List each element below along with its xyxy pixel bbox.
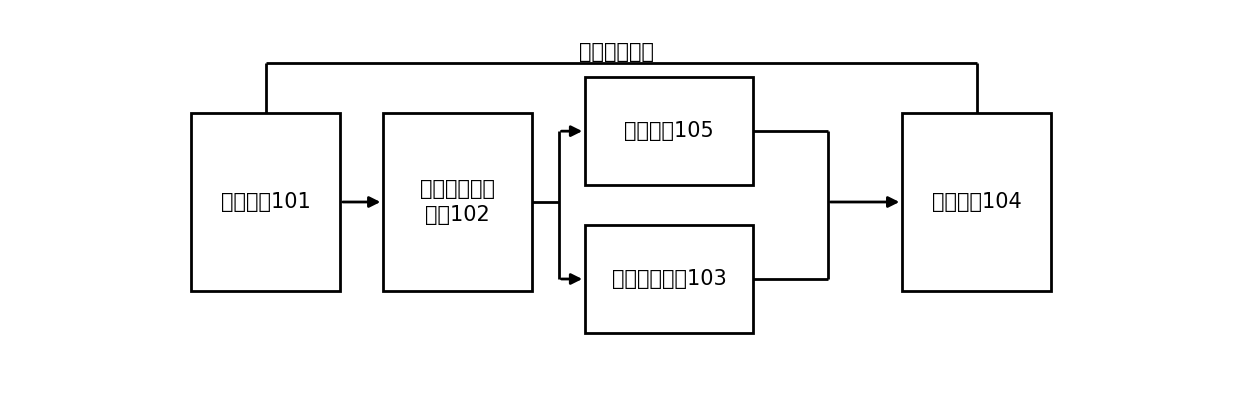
Text: 开关设备105: 开关设备105 xyxy=(624,121,714,141)
Bar xyxy=(585,225,753,333)
Text: 一般设备辐射: 一般设备辐射 xyxy=(579,42,653,62)
Bar xyxy=(383,113,532,291)
Text: 脉冲调制电路103: 脉冲调制电路103 xyxy=(611,269,727,289)
Bar xyxy=(191,113,340,291)
Text: 电磁辐射监控
设备102: 电磁辐射监控 设备102 xyxy=(420,179,495,225)
Text: 强电设备101: 强电设备101 xyxy=(221,192,310,212)
Bar xyxy=(903,113,1052,291)
Text: 直线电机104: 直线电机104 xyxy=(931,192,1022,212)
Bar xyxy=(585,77,753,185)
